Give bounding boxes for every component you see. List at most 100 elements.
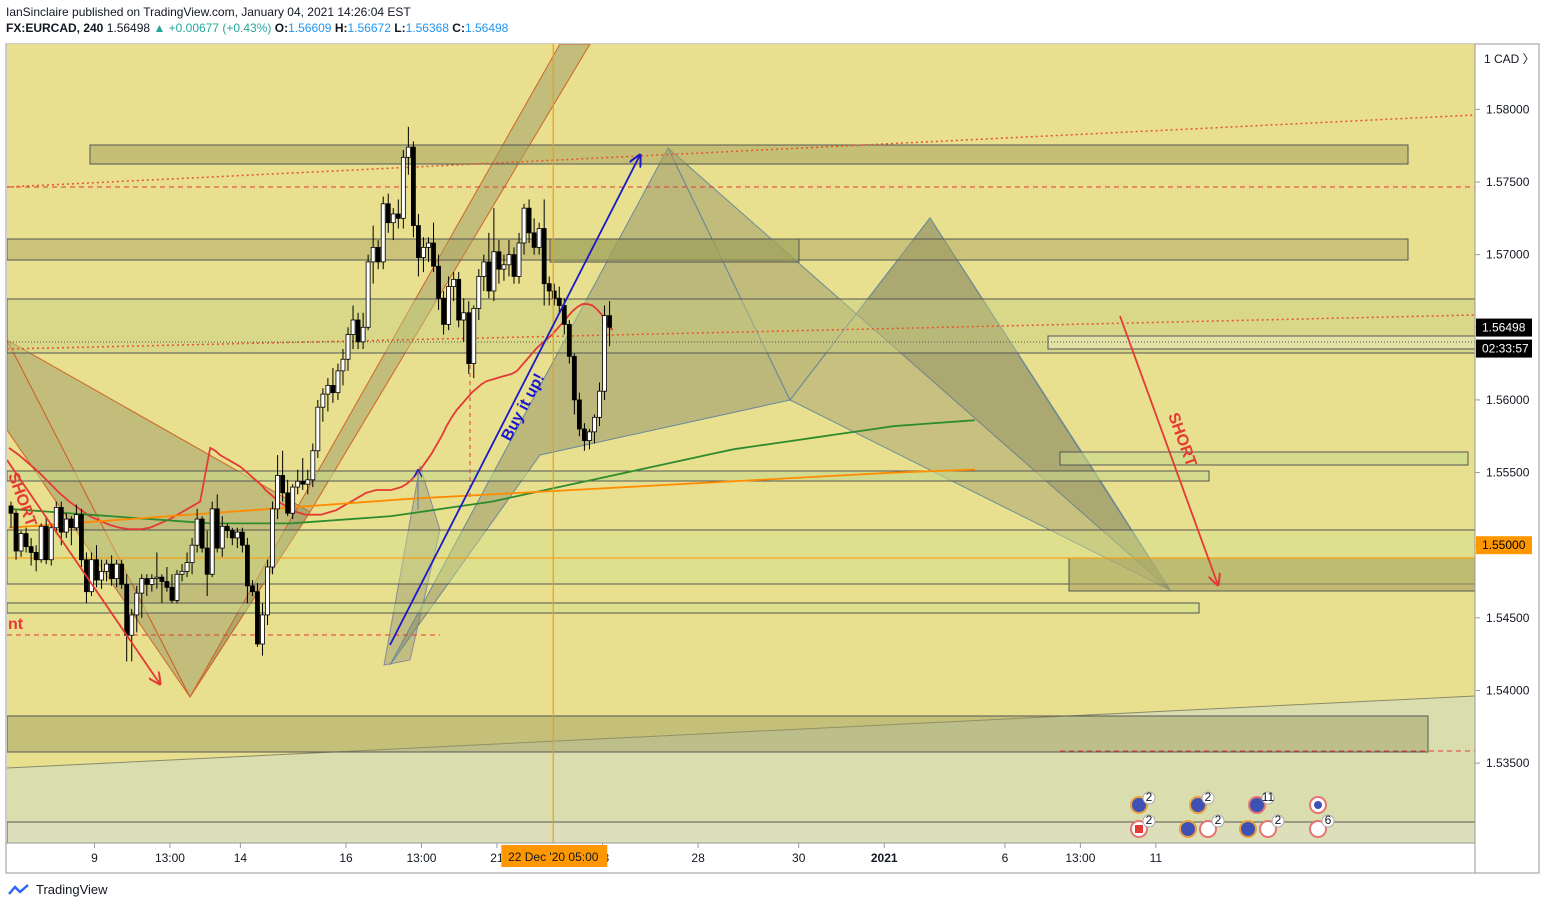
candle-body: [73, 514, 79, 529]
candle-body: [536, 228, 542, 248]
candle-body: [43, 525, 49, 561]
candle: [79, 508, 84, 567]
tradingview-footer[interactable]: TradingView: [8, 882, 108, 897]
candle: [33, 545, 39, 572]
candle-body: [390, 213, 396, 224]
ca-event-icon[interactable]: 6: [1309, 796, 1335, 838]
candle: [204, 530, 210, 597]
candle: [481, 254, 487, 291]
open-label: O:: [274, 21, 289, 35]
time-tick-label: 14: [234, 851, 248, 865]
candle: [426, 237, 431, 262]
candle: [114, 559, 120, 588]
candle: [516, 232, 522, 284]
candle-body: [129, 614, 135, 636]
time-tick-label: 21: [490, 851, 504, 865]
candle: [592, 414, 597, 444]
candle: [18, 530, 24, 557]
short-arrow-right: [1119, 315, 1218, 585]
candle-body: [99, 570, 104, 581]
candle: [275, 455, 280, 520]
candle-body: [375, 246, 381, 263]
publisher-line: IanSinclaire published on TradingView.co…: [6, 5, 411, 19]
eu-event-icon[interactable]: 2: [1189, 790, 1215, 814]
candle: [179, 564, 185, 582]
candle-body: [239, 531, 245, 546]
eu-ca-event-icon[interactable]: 2: [1179, 813, 1225, 838]
candle: [380, 196, 386, 270]
bottom-channel-fill: [7, 696, 1475, 843]
price-tag: 02:33:57: [1476, 339, 1532, 358]
candle-body: [89, 559, 94, 593]
candle-body: [607, 315, 612, 328]
candle: [385, 193, 391, 233]
zone-support-a: [1059, 451, 1469, 466]
event-count: 6: [1325, 813, 1332, 827]
candle-body: [345, 334, 351, 360]
moving-averages: [8, 303, 975, 531]
candle: [546, 276, 552, 306]
candle-body: [380, 203, 386, 263]
price-tick-label: 1.53500: [1486, 756, 1530, 770]
candle: [541, 199, 547, 306]
candle-body: [355, 319, 361, 343]
candle-body: [159, 576, 165, 582]
candle: [94, 545, 99, 588]
candle-body: [184, 562, 190, 572]
candle: [375, 240, 381, 270]
price-tag-label: 02:33:57: [1482, 342, 1529, 356]
time-tick-label: 30: [792, 851, 806, 865]
candle-body: [531, 232, 537, 248]
candle-body: [551, 290, 557, 299]
candle: [506, 240, 512, 277]
candle: [219, 516, 225, 557]
candle: [330, 367, 336, 403]
candle-body: [245, 544, 250, 587]
candle-body: [582, 428, 587, 441]
candle-body: [506, 254, 512, 266]
candle: [174, 569, 180, 604]
eu-ca-event-icon[interactable]: 2: [1239, 813, 1285, 838]
candle-body: [566, 323, 572, 357]
candle-body: [8, 505, 14, 514]
candle: [250, 580, 255, 597]
candle-body: [265, 566, 270, 616]
candle: [597, 382, 602, 427]
candle: [325, 378, 331, 412]
candle-body: [104, 563, 109, 572]
zone-low: [7, 602, 1200, 614]
candle-body: [13, 512, 19, 552]
candle: [144, 574, 150, 597]
ca-event-icon[interactable]: 2: [1130, 813, 1156, 838]
price-tag: 1.56498: [1476, 318, 1532, 337]
candle-body: [325, 384, 331, 395]
high-value: 1.56672: [347, 21, 391, 35]
candle-body: [476, 276, 482, 309]
candle: [234, 527, 240, 549]
price-tick-label: 1.57500: [1486, 175, 1530, 189]
candle: [239, 527, 245, 553]
event-badges[interactable]: 2 2 2 2 11 2 6: [1130, 790, 1335, 838]
price-tick-label: 1.54500: [1486, 611, 1530, 625]
candle-body: [466, 312, 472, 365]
candle-body: [219, 525, 225, 549]
candle-body: [556, 297, 562, 306]
candle-body: [496, 251, 502, 270]
candle: [23, 527, 29, 553]
candle: [400, 150, 406, 229]
candle: [350, 305, 356, 350]
candle: [421, 237, 426, 273]
candle-body: [109, 563, 114, 580]
candle: [159, 574, 165, 604]
eu-event-icon[interactable]: 11: [1248, 790, 1275, 814]
currency-label[interactable]: 1 CAD 〉: [1484, 52, 1535, 66]
candle: [446, 276, 452, 331]
candle: [496, 240, 502, 284]
candle: [476, 269, 482, 321]
candle-body: [350, 319, 356, 335]
candle-body: [229, 530, 235, 539]
candle-body: [114, 563, 120, 580]
eu-event-icon[interactable]: 2: [1130, 790, 1156, 814]
